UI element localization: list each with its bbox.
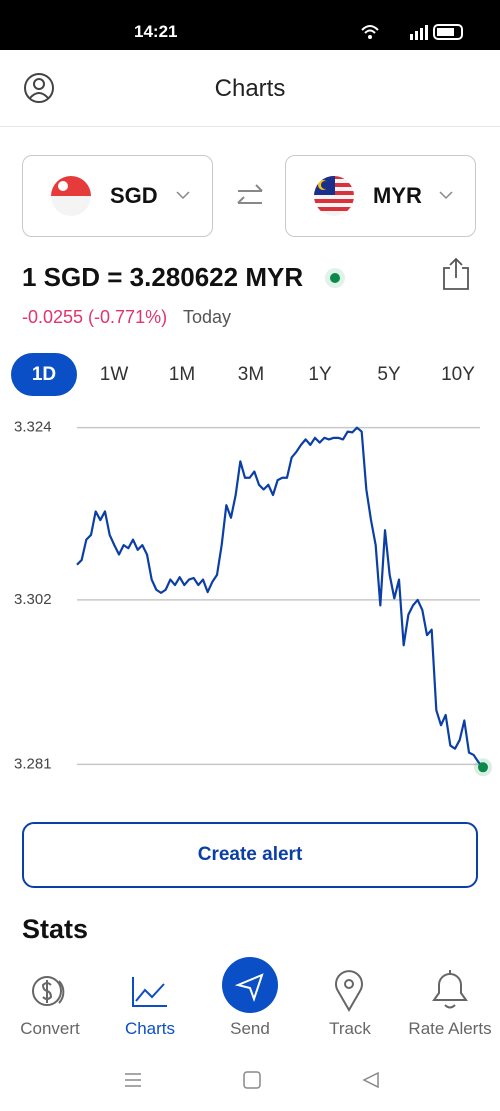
- chevron: [176, 191, 190, 200]
- screen-title: Charts: [214, 75, 286, 102]
- range-tab[interactable]: 1M: [168, 364, 196, 385]
- stats-heading: Stats: [22, 914, 89, 944]
- range-tab[interactable]: 1W: [99, 364, 129, 385]
- nav-label[interactable]: Send: [230, 1019, 270, 1038]
- swap-button[interactable]: [234, 182, 266, 212]
- nav-label[interactable]: Convert: [20, 1019, 80, 1038]
- range-tab[interactable]: 10Y: [441, 364, 475, 385]
- flag-my: [314, 176, 354, 216]
- y-tick-label: 3.324: [14, 419, 52, 436]
- profile-button[interactable]: [23, 72, 55, 104]
- create-alert-button[interactable]: Create alert: [22, 822, 478, 888]
- rate-change: -0.0255 (-0.771%): [22, 307, 168, 327]
- nav-label[interactable]: Track: [329, 1019, 371, 1038]
- to-currency-code: MYR: [373, 183, 422, 208]
- live-indicator: [325, 268, 345, 288]
- end-point: [478, 762, 488, 773]
- to-currency-selector[interactable]: MYR: [285, 155, 476, 237]
- y-tick-label: 3.281: [14, 755, 52, 772]
- rate-chart: 3.281 3.302 3.324: [14, 419, 492, 777]
- range-tab[interactable]: 5Y: [377, 364, 401, 385]
- nav-icons: [32, 957, 468, 1013]
- share-button[interactable]: [440, 256, 472, 292]
- nav-label[interactable]: Charts: [124, 1019, 176, 1038]
- rate-line: [76, 426, 484, 769]
- status-bar: 14:21: [0, 0, 500, 50]
- status-time: 14:21: [134, 22, 178, 41]
- from-currency-selector[interactable]: SGD: [22, 155, 213, 237]
- system-nav: [125, 1071, 379, 1089]
- flag-sg: [51, 176, 91, 216]
- range-tab[interactable]: 3M: [237, 364, 265, 385]
- change-period: Today: [183, 307, 232, 327]
- chevron: [439, 191, 453, 200]
- from-currency-code: SGD: [110, 183, 158, 208]
- status-icons: [361, 24, 463, 40]
- range-tab[interactable]: 1D: [11, 353, 77, 396]
- y-tick-label: 3.302: [14, 591, 52, 608]
- app-header: Charts: [0, 50, 500, 127]
- nav-label[interactable]: Rate Alerts: [408, 1019, 492, 1038]
- range-tab[interactable]: 1Y: [308, 364, 332, 385]
- exchange-rate: 1 SGD = 3.280622 MYR: [22, 262, 304, 292]
